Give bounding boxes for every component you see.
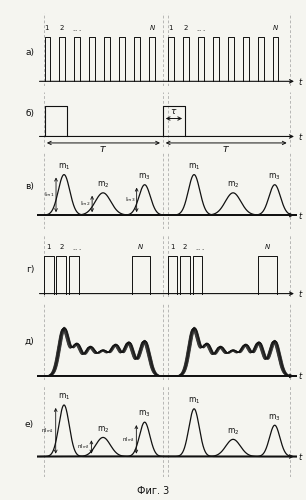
Text: $2$: $2$	[59, 22, 65, 32]
Text: $\cdot\!\cdot\!\cdot$: $\cdot\!\cdot\!\cdot$	[73, 26, 82, 32]
Text: m$_2$: m$_2$	[97, 180, 109, 190]
Text: m$_1$: m$_1$	[188, 396, 200, 406]
Text: nI$_{m3}$: nI$_{m3}$	[122, 435, 135, 444]
Text: $t$: $t$	[298, 76, 304, 87]
Text: б): б)	[25, 109, 34, 118]
Text: I$_{m2}$: I$_{m2}$	[80, 200, 91, 208]
Text: $N$: $N$	[272, 22, 279, 32]
Text: $t$: $t$	[298, 210, 304, 220]
Text: $T$: $T$	[222, 144, 230, 156]
Text: $t$: $t$	[298, 131, 304, 142]
Text: е): е)	[25, 420, 34, 429]
Text: m$_3$: m$_3$	[268, 172, 281, 182]
Text: m$_3$: m$_3$	[268, 412, 281, 422]
Text: $1$: $1$	[46, 242, 52, 252]
Text: $N$: $N$	[148, 22, 155, 32]
Text: I$_{m3}$: I$_{m3}$	[125, 196, 135, 204]
Text: nI$_{m2}$: nI$_{m2}$	[77, 442, 90, 452]
Text: $1$: $1$	[168, 22, 174, 32]
Text: в): в)	[25, 182, 34, 192]
Text: а): а)	[25, 48, 34, 58]
Text: m$_1$: m$_1$	[58, 392, 70, 402]
Text: $\cdot\!\cdot\!\cdot$: $\cdot\!\cdot\!\cdot$	[196, 26, 206, 32]
Text: m$_2$: m$_2$	[97, 424, 109, 435]
Text: m$_1$: m$_1$	[58, 162, 70, 172]
Text: $\cdot\!\cdot\!\cdot$: $\cdot\!\cdot\!\cdot$	[72, 246, 81, 252]
Text: $t$: $t$	[298, 370, 304, 382]
Text: $t$: $t$	[298, 288, 304, 299]
Text: $N$: $N$	[137, 242, 144, 252]
Text: nI$_{m1}$: nI$_{m1}$	[41, 426, 54, 435]
Text: $1$: $1$	[170, 242, 175, 252]
Text: $\cdot\!\cdot\!\cdot$: $\cdot\!\cdot\!\cdot$	[195, 246, 205, 252]
Text: $2$: $2$	[183, 22, 189, 32]
Text: m$_2$: m$_2$	[227, 426, 239, 436]
Text: $2$: $2$	[182, 242, 188, 252]
Text: $1$: $1$	[44, 22, 50, 32]
Text: Фиг. 3: Фиг. 3	[137, 486, 169, 496]
Text: д): д)	[24, 337, 34, 346]
Text: $\tau$: $\tau$	[170, 106, 178, 116]
Text: m$_2$: m$_2$	[227, 180, 239, 190]
Text: $N$: $N$	[264, 242, 271, 252]
Text: I$_{m1}$: I$_{m1}$	[44, 190, 54, 200]
Text: m$_1$: m$_1$	[188, 162, 200, 172]
Text: m$_3$: m$_3$	[138, 409, 151, 420]
Text: г): г)	[26, 265, 34, 274]
Text: $t$: $t$	[298, 451, 304, 462]
Text: $2$: $2$	[58, 242, 64, 252]
Text: m$_3$: m$_3$	[138, 172, 151, 182]
Text: $T$: $T$	[99, 144, 107, 156]
